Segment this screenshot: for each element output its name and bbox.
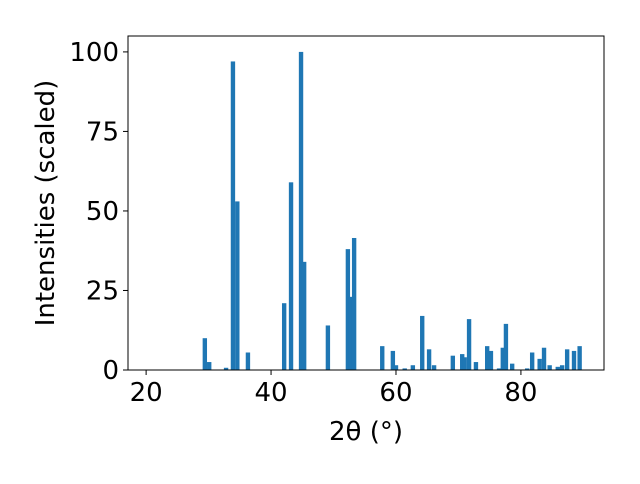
x-tick-label: 80 [504, 378, 537, 408]
bar [390, 350, 396, 370]
bar [496, 368, 502, 370]
bar [410, 365, 416, 370]
bar [426, 349, 432, 370]
y-axis-label: Intensities (scaled) [31, 80, 61, 327]
bar [564, 349, 570, 370]
bar [537, 358, 542, 370]
bar [488, 350, 494, 370]
bar [503, 323, 509, 370]
bar [351, 237, 357, 370]
bar [547, 365, 552, 370]
bar [431, 365, 437, 370]
bar [207, 362, 212, 370]
bar [485, 346, 490, 370]
bar [571, 350, 577, 370]
bar [524, 368, 530, 370]
plot-frame [127, 35, 605, 371]
x-tick-label: 60 [379, 378, 412, 408]
bar [223, 367, 229, 370]
bar [325, 325, 331, 370]
bar [235, 201, 240, 370]
y-tick-label: 25 [86, 276, 119, 306]
bar [402, 368, 407, 370]
y-tick-label: 50 [86, 197, 119, 227]
bar [301, 261, 307, 370]
bar [380, 346, 385, 370]
bar [420, 315, 425, 370]
bar [529, 352, 535, 370]
bar [500, 347, 505, 370]
y-tick-label: 100 [69, 38, 119, 68]
bar [281, 303, 287, 370]
bar [555, 366, 560, 370]
bar [245, 352, 251, 370]
bar [460, 354, 465, 370]
bar [559, 365, 565, 370]
bar [577, 346, 582, 370]
bar [298, 51, 304, 371]
y-tick-label: 75 [86, 117, 119, 147]
bar [202, 338, 208, 370]
bar [509, 363, 515, 370]
x-tick-label: 20 [130, 378, 163, 408]
bar [230, 61, 236, 370]
bar [473, 362, 479, 370]
bar [345, 249, 351, 370]
bar [393, 365, 399, 370]
bar [288, 182, 294, 370]
bar [541, 347, 547, 370]
y-tick-label: 0 [102, 356, 119, 386]
bar [450, 355, 456, 370]
x-axis-label: 2θ (°) [329, 417, 403, 447]
x-tick-label: 40 [255, 378, 288, 408]
bar [348, 296, 354, 370]
bar [462, 357, 467, 370]
bar [466, 319, 472, 370]
